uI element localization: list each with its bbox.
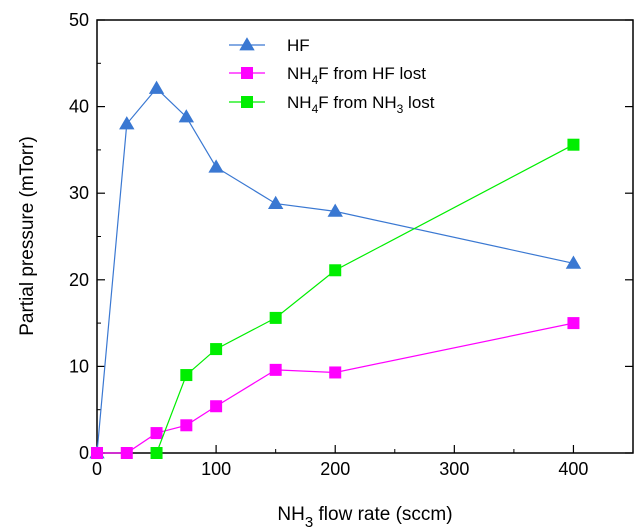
data-point: [119, 116, 135, 130]
data-point: [120, 447, 133, 459]
legend-item: NH4F from NH3 lost: [229, 93, 435, 116]
legend-label-part: lost: [403, 93, 434, 112]
legend-item: NH4F from HF lost: [229, 64, 426, 87]
x-tick-label: 300: [439, 459, 469, 479]
data-point: [267, 195, 284, 209]
y-tick-label: 40: [69, 97, 89, 117]
y-axis-label: Partial pressure (mTorr): [17, 136, 38, 336]
legend-label: NH4F from NH3 lost: [287, 93, 435, 116]
data-point: [327, 203, 343, 217]
data-point: [148, 80, 165, 94]
legend-label-part: NH: [287, 93, 312, 112]
series-line: [96, 87, 574, 454]
data-point: [180, 419, 193, 432]
data-point: [178, 109, 195, 123]
x-tick-labels: 0 100 200 300 400: [92, 459, 588, 479]
data-point: [91, 447, 103, 459]
x-tick-label: 400: [558, 459, 588, 479]
x-axis-label-pre: NH: [277, 504, 304, 525]
data-point: [329, 264, 342, 277]
data-point: [567, 138, 580, 151]
x-axis-label: NH3 flow rate (sccm): [277, 504, 452, 528]
legend-marker: [239, 37, 255, 51]
axis-ticks: [96, 19, 633, 454]
y-tick-labels: 0 10 20 30 40 50: [69, 10, 89, 463]
x-tick-label: 200: [320, 459, 350, 479]
legend-label-part: F from NH: [318, 93, 396, 112]
series-layer: [89, 80, 582, 459]
legend-marker: [241, 67, 253, 79]
x-axis-label-post: flow rate (sccm): [313, 504, 452, 525]
y-tick-label: 30: [69, 183, 89, 203]
series-1: [91, 317, 580, 459]
legend-item: HF: [229, 36, 310, 55]
y-tick-label: 10: [69, 356, 89, 376]
data-point: [150, 427, 163, 440]
data-point: [565, 255, 582, 269]
series-line: [97, 322, 574, 454]
data-point: [208, 159, 224, 173]
legend-label-part: 4: [312, 73, 319, 87]
plot-frame: [96, 19, 634, 454]
data-point: [180, 369, 193, 382]
x-axis-label-sub: 3: [305, 514, 313, 528]
legend-label-part: 4: [312, 102, 319, 116]
legend-label-part: F from HF lost: [318, 64, 426, 83]
data-point: [329, 366, 342, 379]
data-point: [269, 363, 282, 376]
x-tick-label: 100: [201, 459, 231, 479]
y-tick-label: 0: [79, 443, 89, 463]
x-tick-label: 0: [92, 459, 102, 479]
legend-label-part: 3: [397, 102, 404, 116]
data-point: [567, 317, 580, 330]
series-2: [150, 138, 580, 459]
legend-marker: [241, 96, 253, 108]
y-tick-label: 20: [69, 270, 89, 290]
legend-label: NH4F from HF lost: [287, 64, 426, 87]
data-point: [150, 447, 163, 459]
y-tick-label: 50: [69, 10, 89, 30]
data-point: [269, 311, 282, 324]
legend-label-part: NH: [287, 64, 312, 83]
data-point: [210, 400, 223, 413]
series-line: [155, 144, 574, 454]
data-point: [210, 343, 223, 356]
legend-label-part: HF: [287, 36, 310, 55]
legend-label: HF: [287, 36, 310, 55]
